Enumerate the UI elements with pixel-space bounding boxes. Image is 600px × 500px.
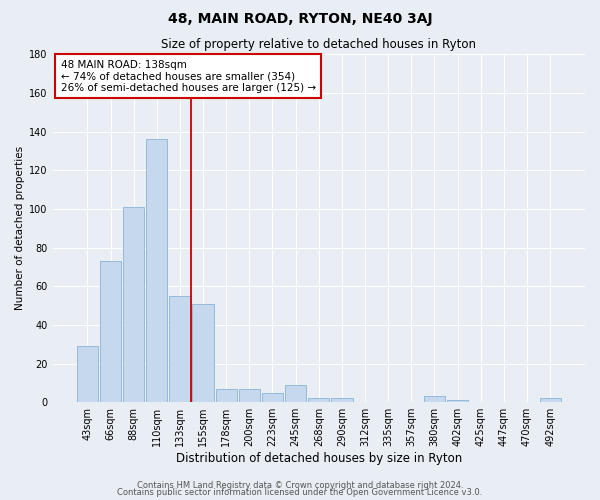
Text: Contains HM Land Registry data © Crown copyright and database right 2024.: Contains HM Land Registry data © Crown c… xyxy=(137,480,463,490)
Bar xyxy=(285,385,306,402)
Bar xyxy=(262,392,283,402)
Bar xyxy=(447,400,468,402)
Bar xyxy=(77,346,98,402)
Text: 48 MAIN ROAD: 138sqm
← 74% of detached houses are smaller (354)
26% of semi-deta: 48 MAIN ROAD: 138sqm ← 74% of detached h… xyxy=(61,60,316,93)
Bar xyxy=(308,398,329,402)
Text: 48, MAIN ROAD, RYTON, NE40 3AJ: 48, MAIN ROAD, RYTON, NE40 3AJ xyxy=(167,12,433,26)
Bar xyxy=(169,296,191,402)
Y-axis label: Number of detached properties: Number of detached properties xyxy=(15,146,25,310)
X-axis label: Distribution of detached houses by size in Ryton: Distribution of detached houses by size … xyxy=(176,452,462,465)
Bar xyxy=(100,261,121,402)
Bar xyxy=(193,304,214,402)
Bar xyxy=(123,207,144,402)
Bar xyxy=(146,140,167,402)
Text: Contains public sector information licensed under the Open Government Licence v3: Contains public sector information licen… xyxy=(118,488,482,497)
Bar xyxy=(424,396,445,402)
Bar xyxy=(215,388,237,402)
Title: Size of property relative to detached houses in Ryton: Size of property relative to detached ho… xyxy=(161,38,476,51)
Bar xyxy=(331,398,353,402)
Bar xyxy=(239,388,260,402)
Bar xyxy=(539,398,561,402)
